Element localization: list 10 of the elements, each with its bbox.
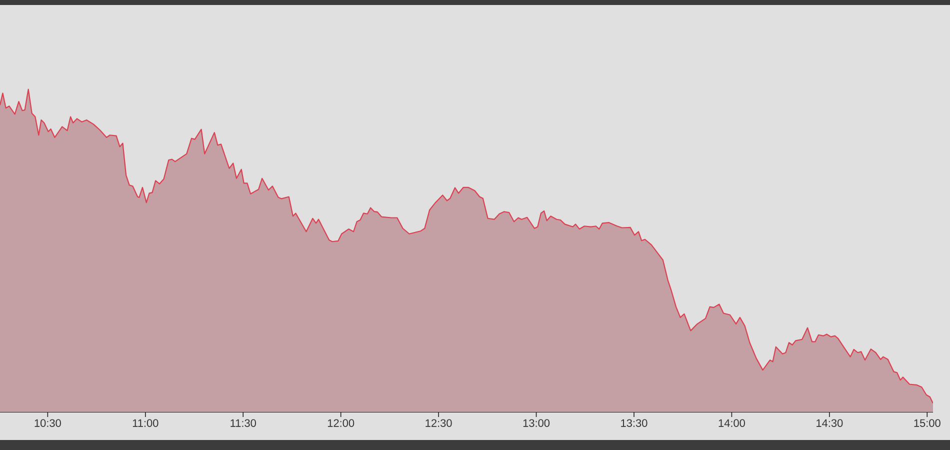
x-tick-label: 13:00 [523,419,550,427]
x-tick-label: 11:30 [230,419,256,427]
x-tick-label: 12:00 [328,419,354,427]
x-tick-label: 15:00 [914,419,940,427]
x-tick-label: 10:30 [34,419,61,427]
x-tick-label: 12:30 [426,419,452,427]
x-tick-label: 14:30 [816,419,843,427]
x-tick-label: 14:00 [718,419,745,427]
x-tick-label: 13:30 [621,419,648,427]
x-tick-label: 11:00 [132,419,158,427]
